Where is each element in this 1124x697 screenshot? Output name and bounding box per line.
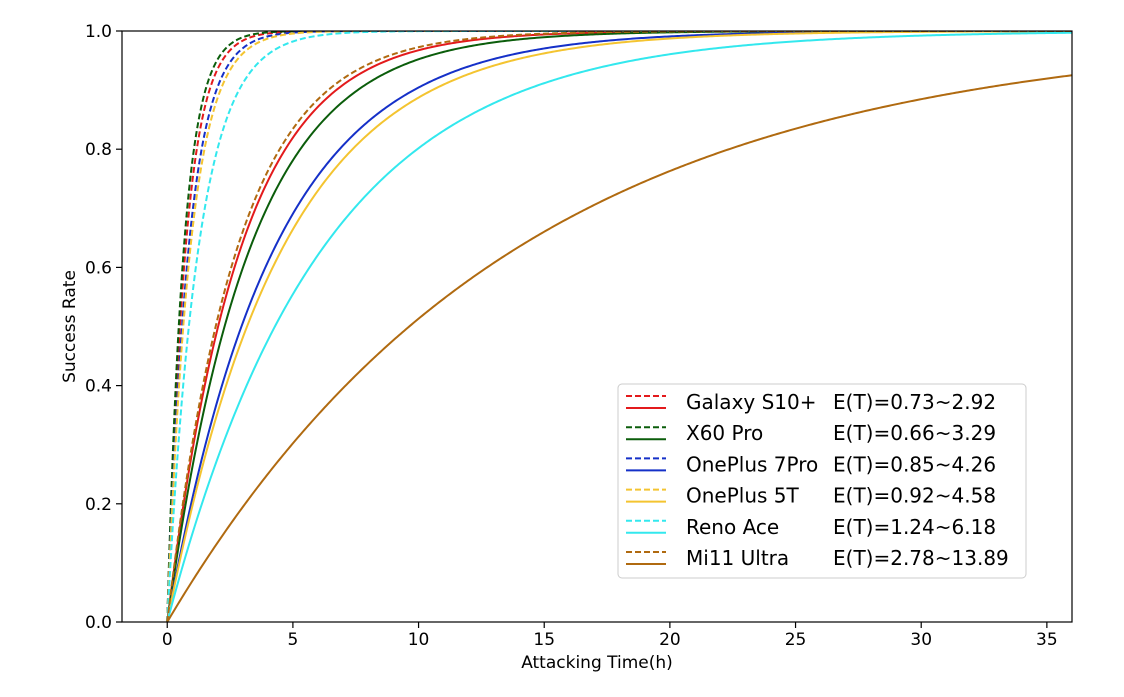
y-tick-label: 1.0 [85,22,112,42]
legend-label-oneplus-5t: OnePlus 5T [686,484,800,508]
series-line-reno-ace-max [166,31,1072,622]
x-axis: 0 5 10 15 20 25 30 35 [162,622,1058,650]
y-tick-label: 0.6 [85,258,112,278]
y-axis: 0.0 0.2 0.4 0.6 0.8 1.0 [85,22,122,633]
x-tick-label: 0 [162,630,173,650]
legend-label-x60-pro: X60 Pro [686,421,763,445]
x-axis-label: Attacking Time(h) [521,653,673,673]
x-tick-label: 20 [659,630,681,650]
x-tick-label: 15 [533,630,555,650]
legend: Galaxy S10+ E(T)=0.73~2.92 X60 Pro E(T)=0.6… [617,383,1027,579]
y-tick-label: 0.0 [85,613,112,633]
x-tick-label: 10 [408,630,430,650]
legend-label-reno-ace: Reno Ace [686,515,779,539]
series-line-mi11-ultra-max [166,74,1072,622]
legend-range-reno-ace: E(T)=1.24~6.18 [833,515,996,539]
y-tick-label: 0.4 [85,377,112,397]
legend-range-x60-pro: E(T)=0.66~3.29 [833,421,996,445]
legend-range-oneplus-5t: E(T)=0.92~4.58 [833,484,996,508]
y-axis-label: Success Rate [60,270,80,383]
x-tick-label: 25 [785,630,807,650]
legend-range-galaxy-s10-: E(T)=0.73~2.92 [833,390,996,414]
x-tick-label: 35 [1036,630,1058,650]
y-tick-label: 0.8 [85,140,112,160]
legend-label-oneplus-7pro: OnePlus 7Pro [686,452,818,476]
series-line-reno-ace-min [166,31,1072,622]
x-tick-label: 30 [910,630,932,650]
legend-label-galaxy-s10-: Galaxy S10+ [686,390,817,414]
plot-frame [121,30,1073,623]
series-line-oneplus-5t-min [166,31,1072,622]
x-tick-label: 5 [287,630,298,650]
legend-label-mi11-ultra: Mi11 Ultra [686,546,789,570]
legend-range-oneplus-7pro: E(T)=0.85~4.26 [833,452,996,476]
y-tick-label: 0.2 [85,495,112,515]
legend-box [617,383,1027,579]
legend-range-mi11-ultra: E(T)=2.78~13.89 [833,546,1009,570]
